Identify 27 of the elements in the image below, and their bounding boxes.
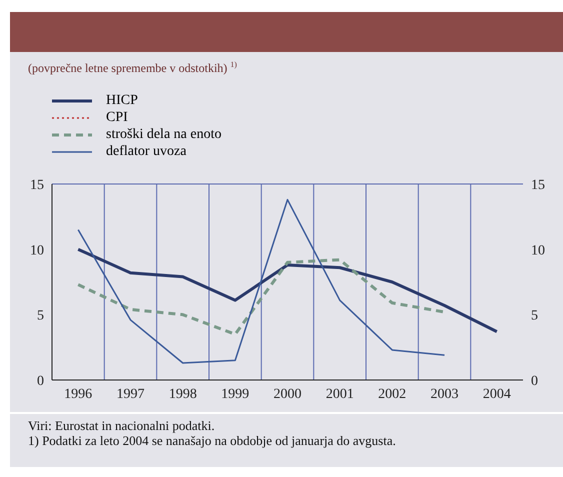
line-series: [76, 258, 446, 336]
x-tick-label: 1997: [116, 386, 144, 402]
line-series: [76, 248, 498, 334]
x-tick-label: 2003: [430, 386, 458, 402]
line-series: [77, 198, 446, 364]
y-tick-label: 10: [30, 243, 44, 258]
chart-subtitle: (povprečne letne spremembe v odstotkih) $^{1)}$: [28, 60, 237, 75]
legend-label: CPI: [106, 110, 128, 126]
x-tick-label: 1998: [168, 386, 197, 402]
legend-label: deflator uvoza: [106, 144, 186, 160]
y-tick-label: 15: [30, 178, 44, 193]
y2-tick-label: 10: [531, 243, 545, 258]
x-tick-label: 2000: [274, 386, 302, 402]
legend-label: HICP: [106, 92, 138, 108]
y2-tick-label: 15: [531, 178, 545, 193]
y2-tick-label: 0: [531, 374, 538, 389]
y2-tick-label: 5: [531, 308, 538, 324]
x-tick-label: 2002: [378, 386, 406, 402]
y-tick-label: 0: [37, 374, 44, 389]
x-tick-label: 1999: [221, 386, 250, 402]
x-tick-label: 2001: [326, 386, 354, 402]
legend-label: stroški dela na enoto: [106, 126, 222, 142]
x-tick-label: 1996: [64, 386, 92, 402]
y-tick-label: 5: [37, 308, 44, 324]
text: Viri: Eurostat in nacionalni podatki.: [28, 418, 216, 433]
x-tick-label: 2004: [482, 386, 511, 402]
text: 1) Podatki za leto 2004 se nanašajo na obdobje od januarja do avgusta.: [28, 433, 397, 448]
